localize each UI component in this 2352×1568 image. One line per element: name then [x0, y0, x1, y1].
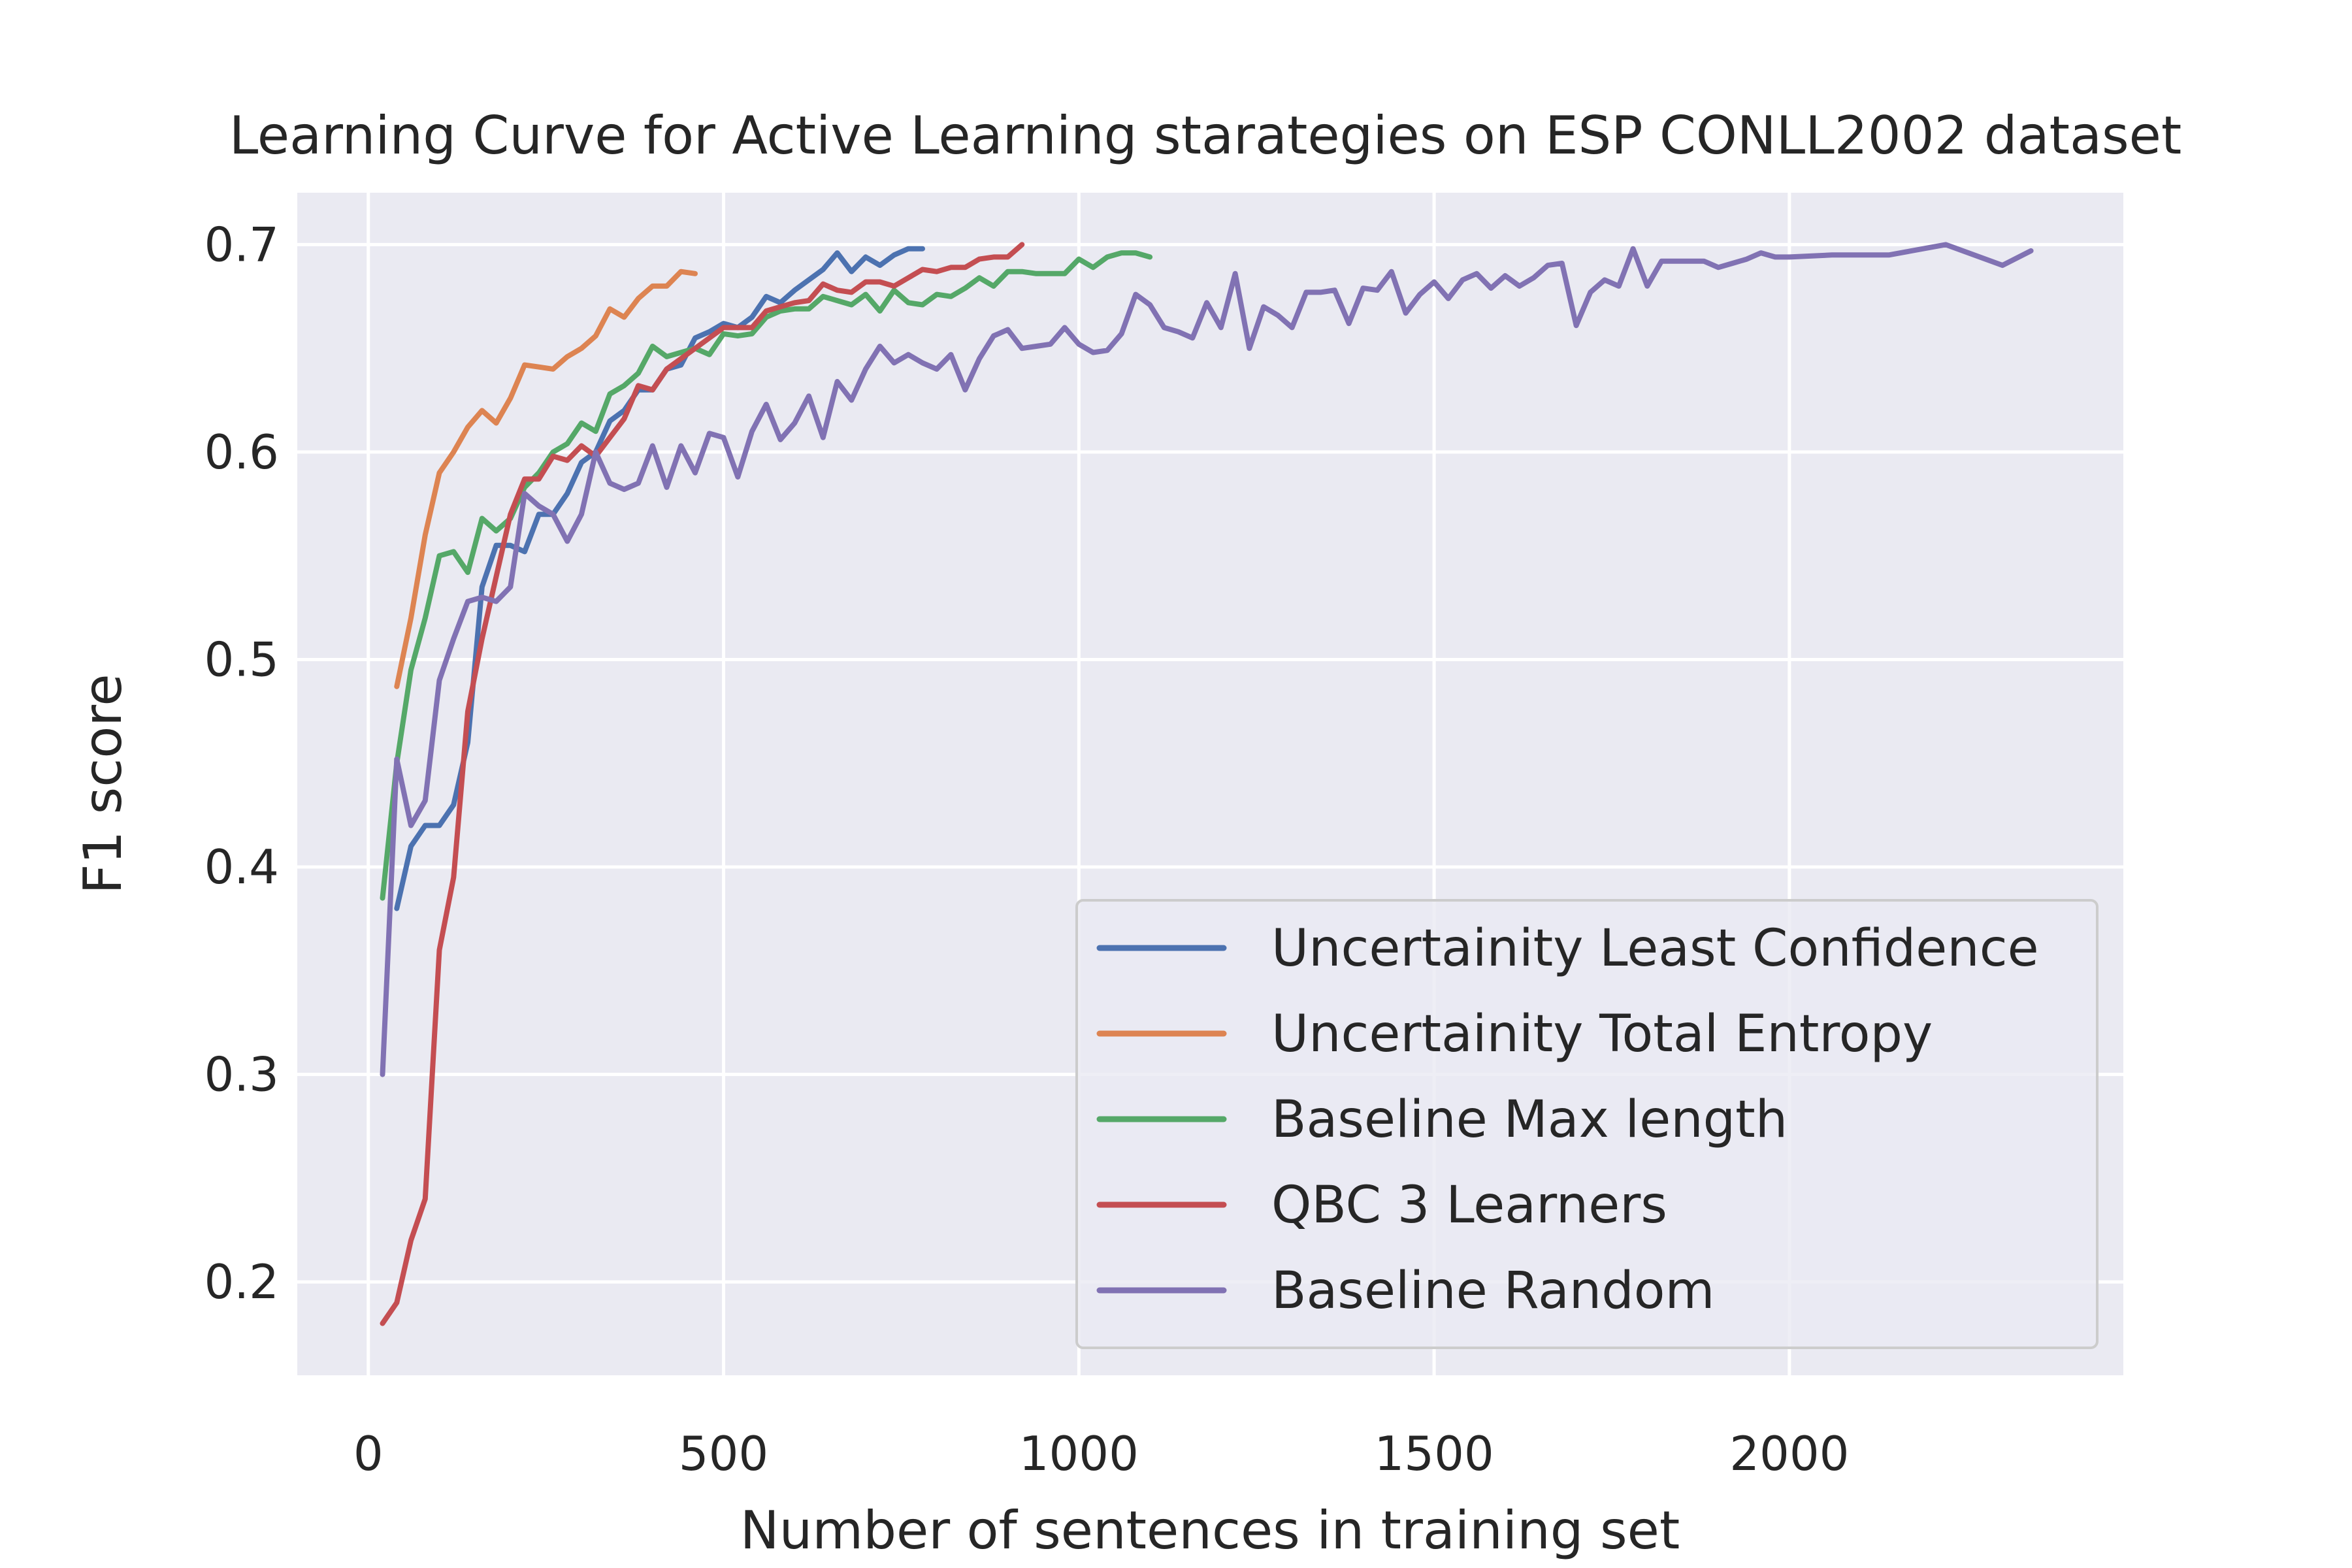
y-tick-label: 0.5	[204, 632, 279, 687]
series-line-5	[380, 242, 2034, 1077]
legend: Uncertainity Least Confidence Uncertainit…	[1075, 899, 2099, 1349]
series-line-4	[380, 242, 1025, 1326]
legend-label-4: QBC 3 Learners	[1271, 1176, 1667, 1235]
legend-label-1: Uncertainity Least Confidence	[1271, 919, 2039, 978]
chart-title: Learning Curve for Active Learning stara…	[229, 105, 2182, 166]
x-tick-label: 2000	[1729, 1426, 1849, 1481]
y-tick-label: 0.6	[204, 425, 279, 480]
y-tick-label: 0.4	[204, 840, 279, 894]
x-tick-label: 0	[353, 1426, 384, 1481]
legend-label-5: Baseline Random	[1271, 1262, 1714, 1320]
legend-box	[1075, 899, 2099, 1349]
y-axis-label: F1 score	[73, 674, 133, 894]
x-tick-label: 500	[679, 1426, 768, 1481]
y-tick-label: 0.3	[204, 1047, 279, 1102]
y-tick-label: 0.2	[204, 1254, 279, 1309]
tick-labels: 0 500 1000 1500 2000 0.2 0.3 0.4 0.5 0.6 0.7	[204, 217, 1849, 1481]
series-layer	[380, 242, 2034, 1326]
x-axis-label: Number of sentences in training set	[740, 1500, 1680, 1561]
legend-label-3: Baseline Max length	[1271, 1090, 1788, 1149]
x-tick-label: 1500	[1374, 1426, 1494, 1481]
legend-label-2: Uncertainity Total Entropy	[1271, 1005, 1933, 1064]
y-tick-label: 0.7	[204, 217, 279, 272]
series-line-2	[394, 269, 698, 689]
gridlines	[297, 193, 2123, 1375]
x-tick-label: 1000	[1019, 1426, 1139, 1481]
